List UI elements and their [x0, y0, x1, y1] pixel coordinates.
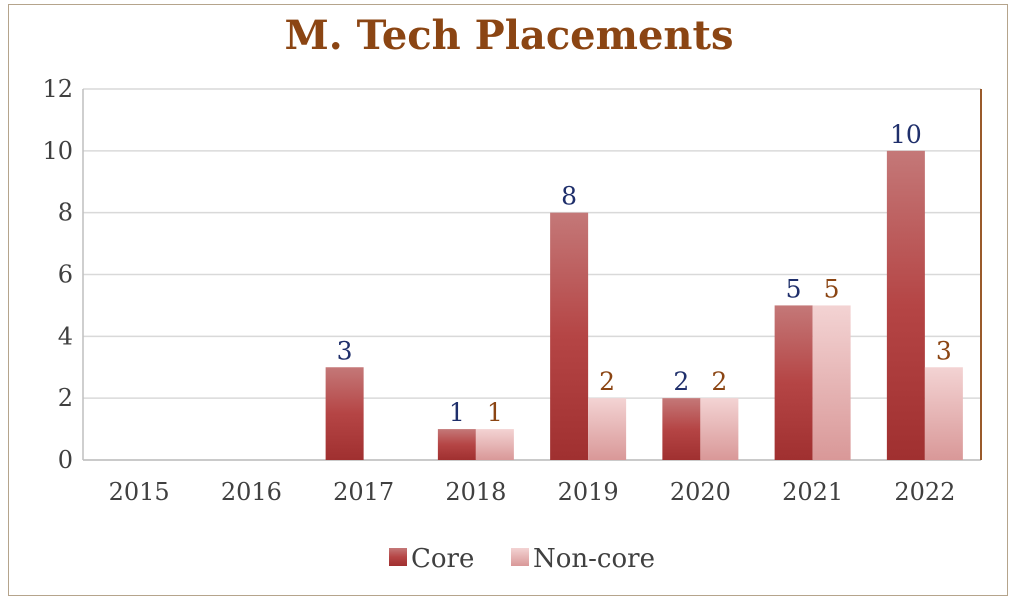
- y-tick-label: 4: [58, 322, 73, 350]
- bar-core-2019: [550, 212, 589, 460]
- data-label-noncore-2018: 1: [487, 398, 503, 427]
- data-label-noncore-2020: 2: [711, 367, 727, 396]
- bar-core-2017: [325, 367, 364, 460]
- x-tick-label: 2018: [445, 478, 506, 506]
- y-tick-label: 2: [58, 384, 73, 412]
- y-tick-label: 8: [58, 199, 73, 227]
- x-tick-label: 2015: [109, 478, 170, 506]
- chart-frame: M. Tech Placements 0 2 4 6 8 10 12 3 1 1 8 2 2 2 5 5 10…: [8, 4, 1008, 596]
- bar-core-2020: [662, 398, 701, 460]
- x-tick-label: 2020: [670, 478, 731, 506]
- data-label-noncore-2019: 2: [599, 367, 615, 396]
- x-tick-label: 2022: [894, 478, 955, 506]
- bar-noncore-2021: [812, 305, 851, 460]
- legend-swatch-core: [389, 548, 407, 566]
- y-tick-label: 6: [58, 261, 73, 289]
- bar-noncore-2019: [588, 398, 627, 460]
- data-label-core-2022: 10: [890, 120, 922, 149]
- gridlines: [82, 88, 982, 461]
- bar-core-2018: [437, 429, 476, 460]
- data-label-core-2021: 5: [786, 274, 802, 303]
- bar-core-2022: [886, 150, 925, 461]
- x-tick-label: 2016: [221, 478, 282, 506]
- x-tick-label: 2019: [558, 478, 619, 506]
- data-label-core-2017: 3: [337, 336, 353, 365]
- legend-label-core: Core: [411, 544, 474, 574]
- y-axis-ticks: 0 2 4 6 8 10 12: [42, 75, 73, 474]
- bar-noncore-2022: [924, 367, 963, 460]
- bar-core-2021: [774, 305, 813, 460]
- chart-title: M. Tech Placements: [285, 12, 734, 59]
- data-label-noncore-2021: 5: [824, 274, 840, 303]
- y-tick-label: 10: [42, 137, 73, 165]
- legend: Core Non-core: [389, 544, 655, 574]
- x-axis-ticks: 2015 2016 2017 2018 2019 2020 2021 2022: [109, 478, 956, 506]
- data-label-core-2019: 8: [561, 182, 577, 211]
- data-label-core-2020: 2: [673, 367, 689, 396]
- legend-label-noncore: Non-core: [533, 544, 655, 574]
- data-label-noncore-2022: 3: [936, 336, 952, 365]
- y-tick-label: 0: [58, 446, 73, 474]
- data-label-core-2018: 1: [449, 398, 465, 427]
- x-tick-label: 2021: [782, 478, 843, 506]
- bars: [325, 150, 963, 461]
- x-tick-label: 2017: [333, 478, 394, 506]
- bar-noncore-2020: [700, 398, 739, 460]
- legend-swatch-noncore: [511, 548, 529, 566]
- y-tick-label: 12: [42, 75, 73, 103]
- bar-noncore-2018: [475, 429, 514, 460]
